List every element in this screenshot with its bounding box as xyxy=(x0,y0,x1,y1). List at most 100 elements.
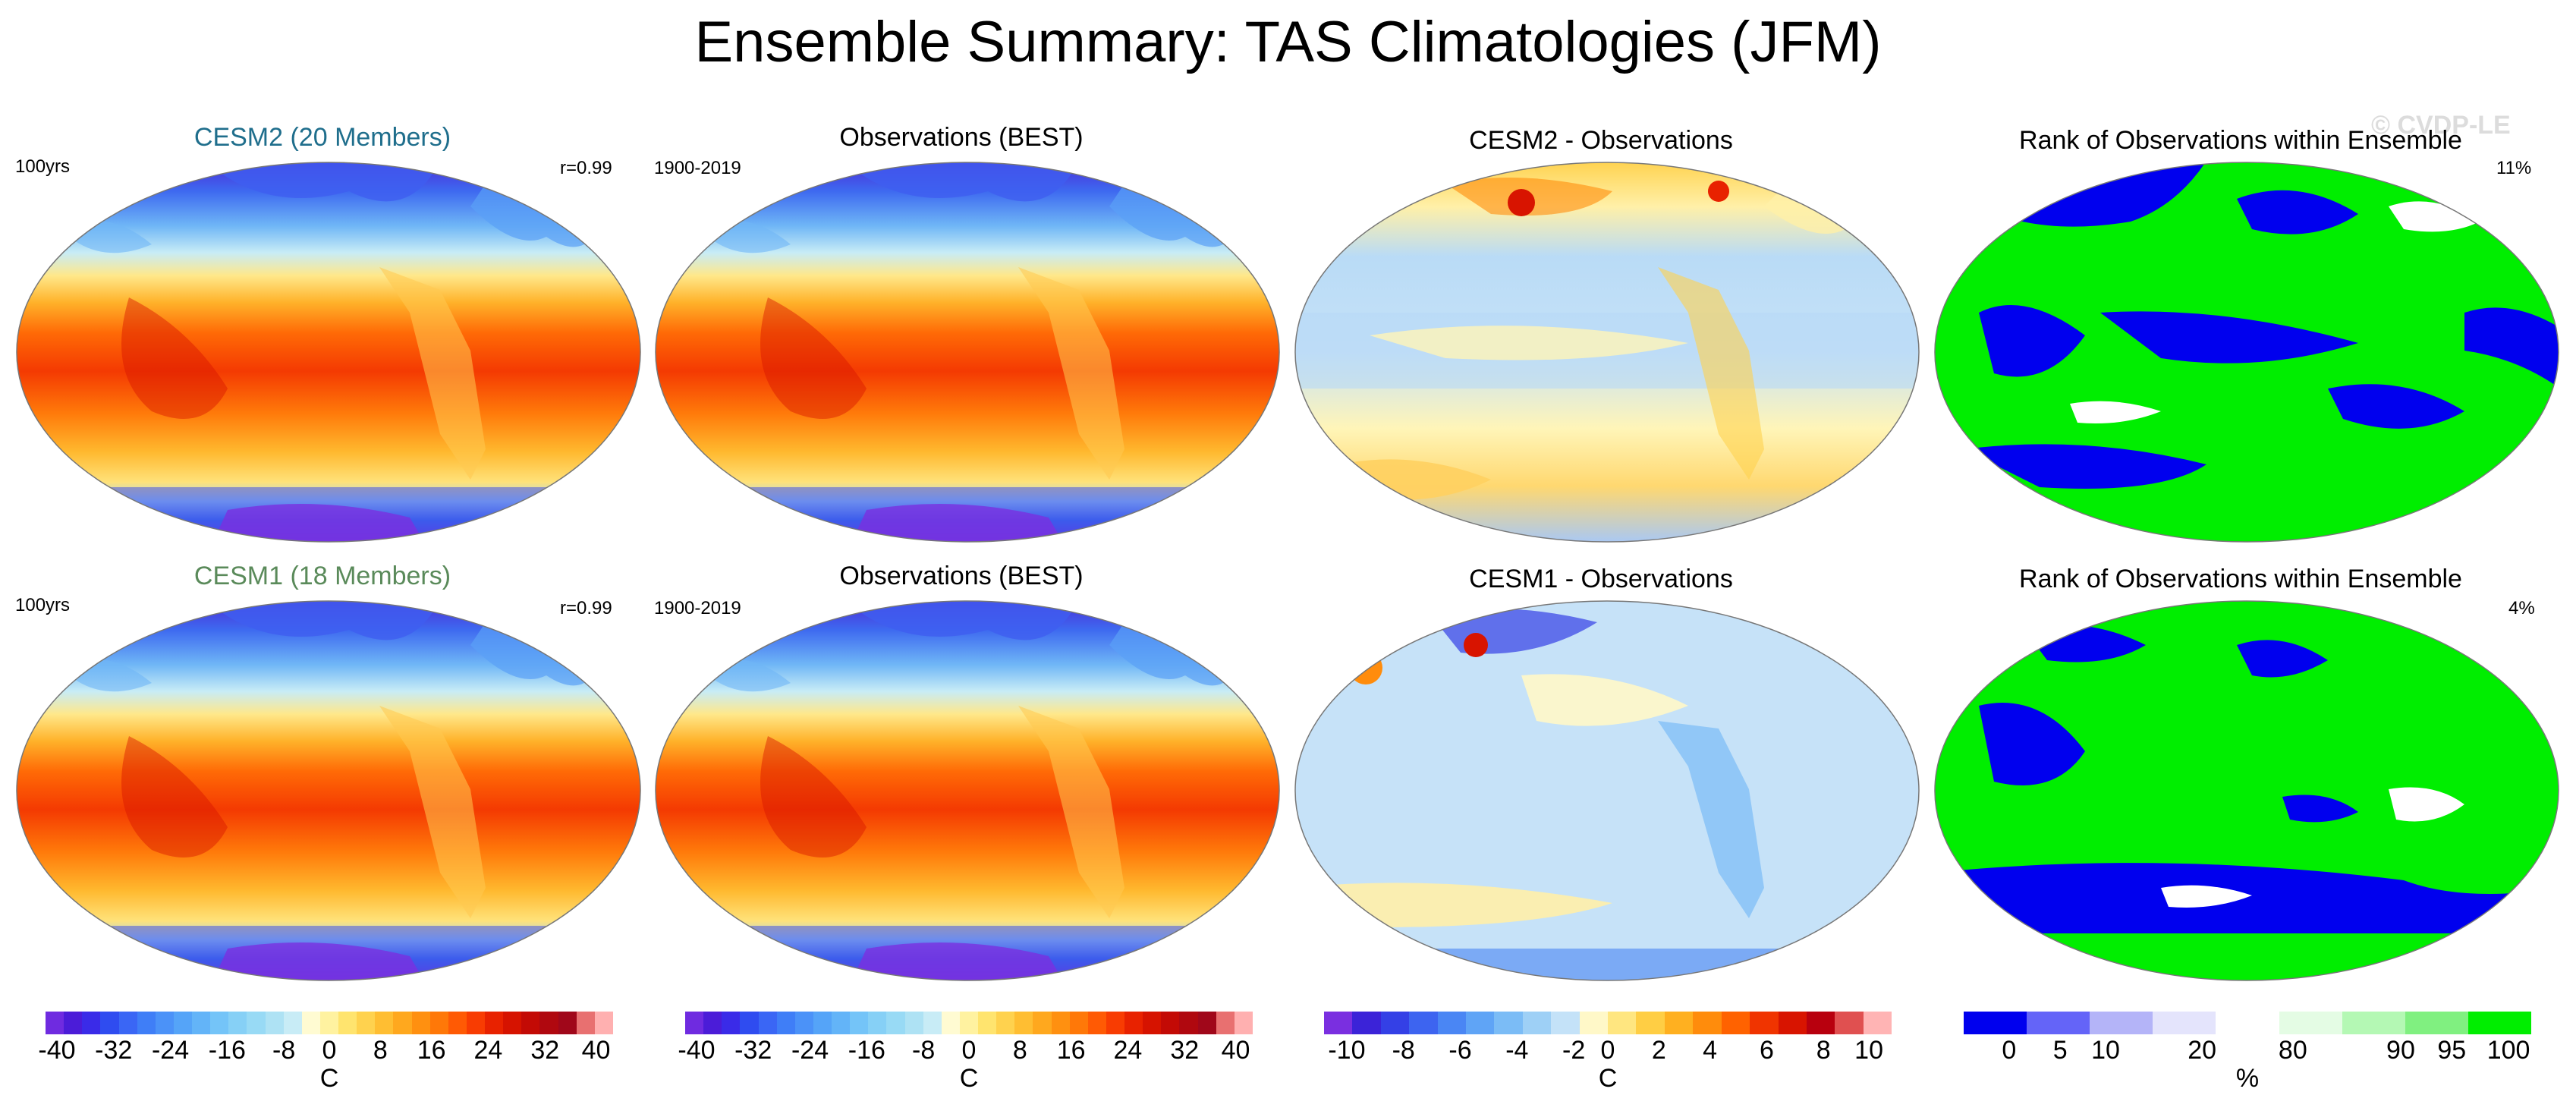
colorbar-1 xyxy=(46,1012,613,1034)
colorbar-1-swatches xyxy=(46,1012,613,1034)
colorbar-swatch xyxy=(1106,1012,1124,1034)
colorbar-tick-label: -40 xyxy=(38,1036,76,1065)
map-obs-2 xyxy=(655,600,1280,981)
colorbar-swatch xyxy=(2153,1012,2216,1034)
colorbar-swatch xyxy=(978,1012,997,1034)
colorbar-3-swatches xyxy=(1324,1012,1892,1034)
colorbar-tick-label: 24 xyxy=(1113,1036,1143,1065)
panel-label-corr-2: r=0.99 xyxy=(560,598,612,618)
colorbar-3-ticks: -10 -8 -6 -4 -2 0 2 4 6 8 10 xyxy=(1324,1036,1892,1066)
colorbar-swatch xyxy=(1087,1012,1106,1034)
colorbar-swatch xyxy=(813,1012,832,1034)
colorbar-swatch xyxy=(832,1012,851,1034)
colorbar-swatch xyxy=(137,1012,156,1034)
colorbar-tick-label: 16 xyxy=(1056,1036,1086,1065)
colorbar-2-ticks: -40 -32 -24 -16 -8 0 8 16 24 32 40 xyxy=(678,1036,1253,1066)
map-model-2 xyxy=(16,600,641,981)
colorbar-tick-label: -32 xyxy=(734,1036,772,1065)
colorbar-tick-label: 32 xyxy=(530,1036,560,1065)
colorbar-swatch xyxy=(357,1012,376,1034)
colorbar-swatch xyxy=(192,1012,211,1034)
panel-label-corr-1: r=0.99 xyxy=(560,158,612,178)
colorbar-swatch xyxy=(1721,1012,1750,1034)
colorbar-tick-label: 80 xyxy=(2278,1036,2307,1065)
colorbar-swatch xyxy=(850,1012,869,1034)
colorbar-tick-label: -32 xyxy=(95,1036,133,1065)
colorbar-tick-label: -6 xyxy=(1448,1036,1472,1065)
colorbar-swatch xyxy=(64,1012,83,1034)
colorbar-swatch xyxy=(1033,1012,1052,1034)
colorbar-tick-label: 8 xyxy=(1816,1036,1831,1065)
colorbar-tick-label: -24 xyxy=(151,1036,190,1065)
colorbar-swatch xyxy=(1143,1012,1162,1034)
map-model-1 xyxy=(16,162,641,543)
colorbar-swatch xyxy=(1437,1012,1467,1034)
colorbar-swatch xyxy=(904,1012,923,1034)
colorbar-swatch xyxy=(228,1012,247,1034)
colorbar-swatch xyxy=(1216,1012,1235,1034)
colorbar-swatch xyxy=(758,1012,777,1034)
map-rank-1 xyxy=(1934,162,2559,543)
panel-title-diff-1: CESM2 - Observations xyxy=(1469,126,1733,155)
colorbar-tick-label: 40 xyxy=(581,1036,611,1065)
panel-label-pct-1: 11% xyxy=(2496,158,2532,178)
colorbar-swatch xyxy=(2467,1012,2531,1034)
colorbar-tick-label: 2 xyxy=(1651,1036,1666,1065)
colorbar-swatch xyxy=(503,1012,522,1034)
colorbar-swatch xyxy=(2405,1012,2468,1034)
colorbar-swatch xyxy=(996,1012,1015,1034)
panel-title-model-1: CESM2 (20 Members) xyxy=(193,123,451,152)
colorbar-swatch xyxy=(941,1012,960,1034)
colorbar-swatch xyxy=(558,1012,577,1034)
colorbar-2-swatches xyxy=(685,1012,1253,1034)
colorbar-swatch xyxy=(82,1012,101,1034)
colorbar-1-unit: C xyxy=(319,1064,339,1093)
colorbar-swatch xyxy=(100,1012,119,1034)
colorbar-swatch xyxy=(2279,1012,2342,1034)
colorbar-tick-label: 90 xyxy=(2386,1036,2415,1065)
colorbar-tick-label: -4 xyxy=(1505,1036,1529,1065)
colorbar-tick-label: -10 xyxy=(1328,1036,1366,1065)
colorbar-swatch xyxy=(1551,1012,1580,1034)
colorbar-tick-label: 5 xyxy=(2052,1036,2068,1065)
colorbar-swatch xyxy=(265,1012,284,1034)
colorbar-swatch xyxy=(1693,1012,1722,1034)
colorbar-tick-label: -8 xyxy=(272,1036,296,1065)
colorbar-4-ticks: 0 5 10 20 80 90 95 100 xyxy=(1964,1036,2531,1066)
colorbar-swatch xyxy=(319,1012,338,1034)
colorbar-swatch xyxy=(868,1012,887,1034)
colorbar-swatch xyxy=(740,1012,759,1034)
colorbar-swatch xyxy=(1636,1012,1665,1034)
colorbar-swatch xyxy=(1608,1012,1637,1034)
colorbar-tick-label: 0 xyxy=(322,1036,337,1065)
map-obs-1 xyxy=(655,162,1280,543)
colorbar-tick-label: 0 xyxy=(961,1036,977,1065)
colorbar-tick-label: 10 xyxy=(2091,1036,2120,1065)
colorbar-swatch xyxy=(1835,1012,1864,1034)
colorbar-swatch xyxy=(1409,1012,1438,1034)
colorbar-tick-label: 20 xyxy=(2188,1036,2217,1065)
colorbar-tick-label: -16 xyxy=(848,1036,885,1065)
colorbar-swatch xyxy=(1579,1012,1609,1034)
colorbar-swatch xyxy=(722,1012,741,1034)
colorbar-tick-label: 40 xyxy=(1221,1036,1250,1065)
colorbar-tick-label: -24 xyxy=(791,1036,829,1065)
colorbar-swatch xyxy=(466,1012,485,1034)
colorbar-tick-label: 8 xyxy=(373,1036,388,1065)
colorbar-tick-label: -2 xyxy=(1562,1036,1586,1065)
colorbar-swatch xyxy=(1161,1012,1180,1034)
colorbar-swatch xyxy=(1069,1012,1088,1034)
colorbar-swatch xyxy=(576,1012,595,1034)
colorbar-swatch xyxy=(2027,1012,2090,1034)
colorbar-tick-label: 32 xyxy=(1170,1036,1200,1065)
colorbar-swatch xyxy=(1522,1012,1552,1034)
colorbar-3 xyxy=(1324,1012,1892,1034)
colorbar-swatch xyxy=(1664,1012,1694,1034)
colorbar-tick-label: 0 xyxy=(2002,1036,2017,1065)
colorbar-tick-label: -40 xyxy=(678,1036,716,1065)
colorbar-swatch xyxy=(393,1012,412,1034)
colorbar-swatch xyxy=(2342,1012,2405,1034)
colorbar-swatch xyxy=(685,1012,704,1034)
colorbar-tick-label: 4 xyxy=(1703,1036,1718,1065)
colorbar-swatch xyxy=(411,1012,430,1034)
